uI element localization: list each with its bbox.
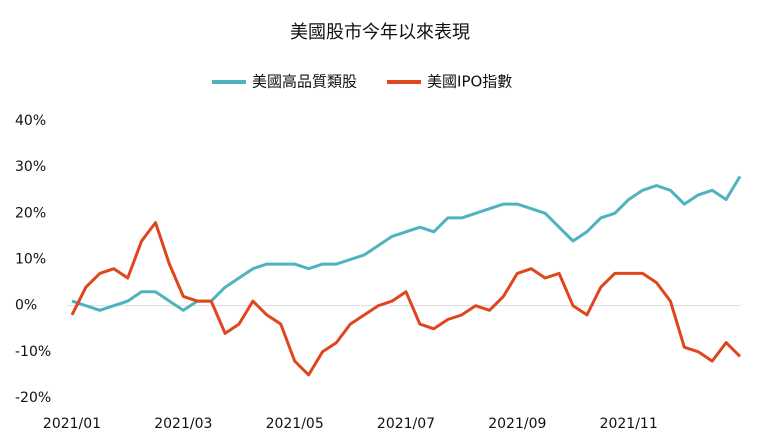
x-tick-label: 2021/09	[488, 416, 546, 432]
x-tick-label: 2021/11	[600, 416, 658, 432]
chart-title: 美國股市今年以來表現	[290, 22, 470, 43]
series-line	[71, 175, 742, 312]
y-tick-label: 40%	[15, 113, 46, 129]
series-line	[70, 221, 742, 377]
x-tick-label: 2021/07	[377, 416, 435, 432]
legend-label: 美國IPO指數	[427, 73, 512, 91]
x-tick-label: 2021/01	[43, 416, 101, 432]
y-tick-label: 0%	[15, 298, 37, 314]
x-tick-label: 2021/05	[266, 416, 324, 432]
y-tick-label: -10%	[15, 344, 51, 360]
y-tick-label: 10%	[15, 252, 46, 268]
y-tick-label: 30%	[15, 159, 46, 175]
y-tick-label: -20%	[15, 390, 51, 406]
legend-label: 美國高品質類股	[252, 73, 357, 91]
y-tick-label: 20%	[15, 205, 46, 221]
x-tick-label: 2021/03	[154, 416, 212, 432]
